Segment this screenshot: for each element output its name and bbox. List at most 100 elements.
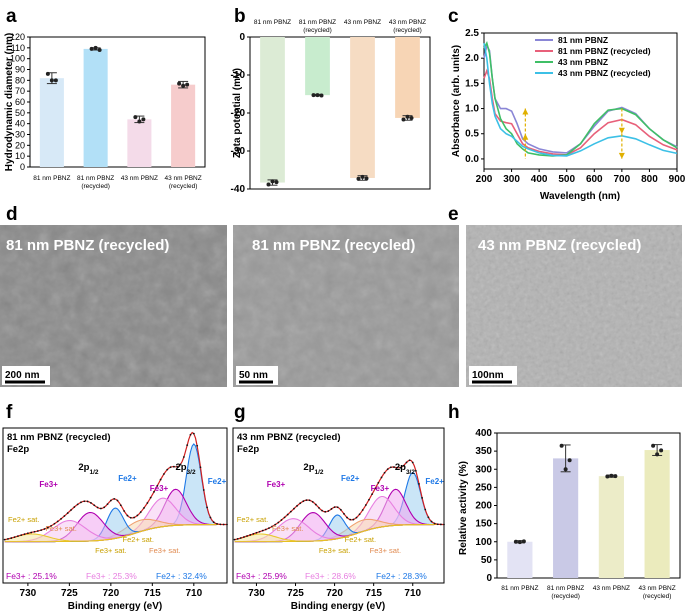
raw-point-chart-f-26 (182, 456, 185, 458)
ytick-label-chart-h-5: 250 (475, 482, 492, 493)
ratio-fe3-f: Fe3+ : 25.1% (6, 571, 57, 581)
xlabel-g: Binding energy (eV) (291, 601, 385, 612)
raw-point-chart-g-96 (293, 507, 295, 510)
chart-a: Hydrodynamic diameter (nm) 0102030405060… (4, 32, 206, 190)
category-label-chart-a-3-1: (recycled) (169, 183, 198, 190)
ion-label-chart-g-2: Fe3+ (371, 484, 390, 493)
ytick-label-chart-h-1: 50 (481, 555, 493, 566)
raw-point-chart-f-132 (7, 538, 9, 540)
raw-point-chart-f-18 (196, 444, 199, 447)
ylabel-h: Relative activity (%) (458, 461, 469, 555)
ratio-mid-g: Fe3+ : 28.6% (305, 571, 356, 581)
bar-chart-a-3 (171, 84, 196, 167)
legend-label-c-2: 43 nm PBNZ (558, 57, 608, 67)
raw-point-chart-g-32 (393, 466, 395, 468)
category-label-chart-h-1-0: 81 nm PBNZ (547, 585, 584, 592)
datapoint-chart-b-1-0 (311, 93, 316, 98)
raw-point-chart-g-40 (380, 476, 383, 479)
ytick-label-c-4: 2.0 (465, 53, 479, 64)
datapoint-chart-b-3-1 (405, 114, 410, 119)
ytick-label-chart-a-12: 120 (10, 32, 25, 42)
datapoint-chart-b-2-0 (356, 176, 361, 181)
arrow-head-c-1 (618, 152, 625, 159)
xtick-label-c-4: 600 (586, 174, 603, 185)
raw-point-chart-g-74 (327, 510, 330, 512)
title-g: 43 nm PBNZ (recycled) (237, 432, 340, 443)
raw-point-chart-f-90 (76, 503, 79, 506)
background-chart-g (234, 524, 444, 543)
xtick-label-chart-f-3: 715 (144, 588, 161, 599)
legend-label-c-1: 81 nm PBNZ (recycled) (558, 46, 651, 56)
category-label-chart-b-1-1: (recycled) (303, 27, 332, 34)
xtick-label-chart-g-1: 725 (287, 588, 304, 599)
xtick-label-chart-f-1: 725 (61, 588, 78, 599)
raw-point-chart-f-48 (146, 502, 149, 504)
raw-point-chart-f-106 (50, 524, 53, 527)
raw-point-chart-g-36 (386, 468, 389, 471)
tem-image-d2: 81 nm PBNZ (recycled) 50 nm (233, 225, 459, 387)
raw-point-chart-f-42 (156, 484, 159, 487)
panel-label-d: d (6, 204, 18, 225)
fit-fill-chart-f-mid-sub (4, 520, 228, 542)
xtick-label-c-0: 200 (476, 174, 493, 185)
raw-point-chart-g-104 (280, 519, 283, 521)
ion-label-chart-g-1: Fe2+ (341, 474, 360, 483)
plot-frame-f (2, 427, 228, 584)
raw-point-chart-g-94 (296, 504, 298, 507)
raw-point-chart-f-24 (186, 444, 189, 447)
fit-fill-chart-f-fe2-sub (4, 508, 228, 542)
ion-label-chart-g-5: Fe3+ sat. (272, 524, 303, 533)
datapoint-chart-b-0-1 (270, 179, 275, 184)
raw-point-chart-f-66 (116, 499, 119, 502)
raw-point-chart-f-62 (123, 510, 126, 512)
raw-point-chart-f-122 (23, 533, 26, 536)
datapoint-chart-b-3-0 (401, 117, 406, 122)
raw-point-chart-g-90 (302, 500, 305, 503)
raw-point-chart-f-104 (53, 522, 56, 525)
category-label-chart-b-3-0: 43 nm PBNZ (389, 19, 426, 26)
datapoint-chart-b-2-1 (360, 174, 365, 179)
raw-point-chart-f-108 (46, 526, 49, 529)
raw-point-chart-g-64 (343, 512, 345, 515)
ylabel-c: Absorbance (arb. units) (451, 45, 462, 157)
bar-chart-a-2 (127, 119, 152, 167)
xtick-label-chart-g-0: 730 (248, 588, 265, 599)
chart-h: Relative activity (%) 0 50 100 150 200 250 300… (458, 428, 681, 600)
raw-point-chart-g-120 (255, 531, 258, 534)
raw-point-chart-g-100 (286, 513, 289, 516)
ytick-label-c-3: 1.5 (465, 78, 479, 89)
category-label-chart-h-1-1: (recycled) (551, 593, 580, 600)
raw-point-chart-f-54 (136, 514, 139, 517)
raw-point-chart-g-20 (411, 461, 414, 464)
xtick-label-c-1: 300 (503, 174, 520, 185)
raw-point-chart-g-62 (346, 516, 348, 519)
panel-label-g: g (234, 402, 246, 423)
ytick-label-chart-a-11: 110 (11, 43, 25, 53)
datapoint-chart-h-2-0 (605, 474, 610, 479)
datapoint-chart-h-3-2 (659, 448, 664, 453)
fit-fill-chart-f-mid-main (4, 498, 228, 542)
legend-label-c-3: 43 nm PBNZ (recycled) (558, 68, 651, 78)
ytick-label-chart-b-4: -40 (231, 184, 246, 195)
raw-point-chart-g-16 (418, 482, 420, 485)
datapoint-chart-h-0-1 (517, 540, 522, 545)
scalebar-box-d1 (2, 366, 50, 385)
raw-point-chart-g-112 (268, 527, 270, 530)
raw-point-chart-f-2 (222, 523, 225, 526)
ytick-label-chart-h-3: 150 (475, 519, 492, 530)
datapoint-chart-a-3-1 (181, 83, 186, 88)
ratio-fe3-g: Fe3+ : 25.9% (236, 571, 287, 581)
raw-point-chart-f-82 (90, 502, 92, 504)
raw-point-chart-g-118 (258, 530, 261, 533)
raw-point-chart-f-70 (109, 499, 112, 502)
panel-label-e: e (448, 204, 459, 225)
scalebar-box-e (469, 366, 517, 385)
category-label-chart-h-2-0: 43 nm PBNZ (593, 585, 630, 592)
panel-label-c: c (448, 6, 459, 27)
category-label-chart-b-3-1: (recycled) (393, 27, 422, 34)
ytick-label-c-0: 0.0 (465, 154, 479, 165)
ytick-label-chart-b-2: -20 (231, 108, 246, 119)
datapoint-chart-h-2-2 (613, 474, 618, 479)
xlabel-c: Wavelength (nm) (540, 191, 620, 202)
raw-point-chart-f-30 (176, 465, 179, 468)
